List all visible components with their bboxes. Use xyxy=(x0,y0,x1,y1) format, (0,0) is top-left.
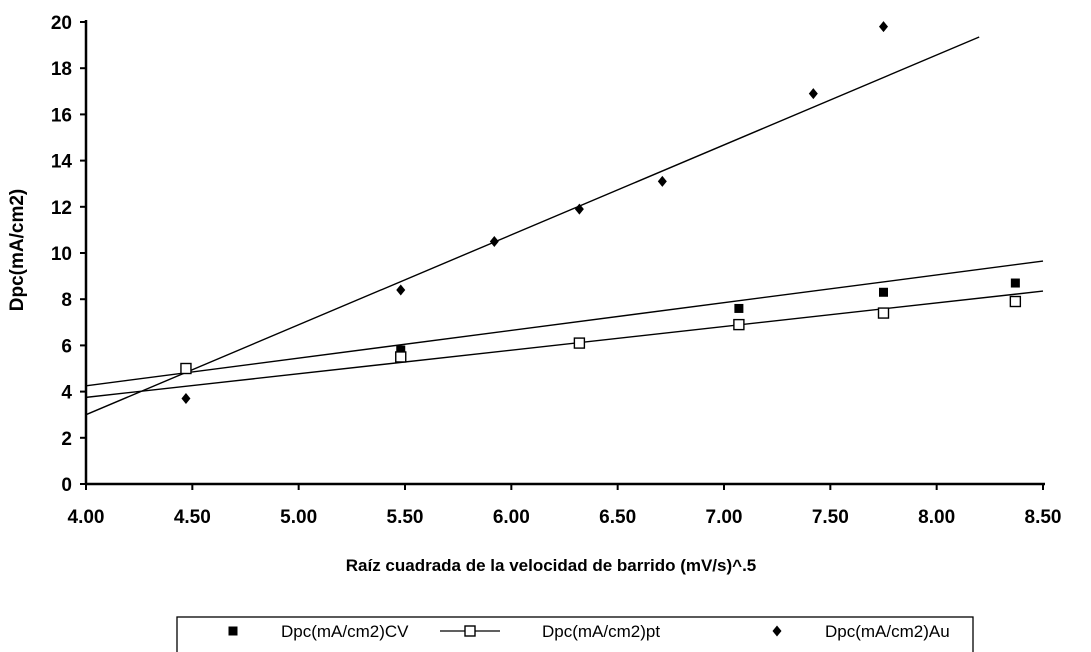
y-tick-label: 16 xyxy=(51,105,72,126)
data-points xyxy=(180,21,1022,405)
data-point-series-1 xyxy=(396,345,406,355)
trendline-series-1 xyxy=(85,260,1044,387)
x-tick-label: 7.50 xyxy=(812,507,849,528)
data-point-series-2 xyxy=(1009,295,1022,308)
data-point-series-2 xyxy=(395,351,407,363)
data-point-series-2 xyxy=(733,318,745,331)
y-tick-label: 4 xyxy=(61,383,72,404)
trendline-series-2 xyxy=(85,290,1044,399)
data-point-series-2 xyxy=(877,307,890,319)
y-tick-label: 0 xyxy=(61,475,72,496)
legend-label: Dpc(mA/cm2)CV xyxy=(281,622,409,641)
x-tick-label: 4.50 xyxy=(174,507,211,528)
x-axis-title: Raíz cuadrada de la velocidad de barrido… xyxy=(346,556,757,575)
data-point-series-1 xyxy=(1010,278,1020,288)
trendlines xyxy=(85,36,1044,416)
y-tick-label: 20 xyxy=(51,13,72,34)
x-tick-label: 5.00 xyxy=(280,507,317,528)
data-point-series-2 xyxy=(573,337,586,349)
data-point-series-3 xyxy=(396,284,406,296)
data-point-series-3 xyxy=(657,175,667,187)
legend-marker xyxy=(228,626,238,636)
data-point-series-3 xyxy=(489,235,499,247)
y-axis: 0 2 4 6 8 10 12 14 16 18 20 xyxy=(51,13,88,496)
data-point-series-3 xyxy=(574,203,584,215)
y-tick-label: 12 xyxy=(51,198,72,219)
data-point-series-2 xyxy=(180,362,192,375)
y-tick-label: 2 xyxy=(61,429,72,450)
x-tick-label: 8.50 xyxy=(1025,507,1062,528)
x-tick-label: 6.00 xyxy=(493,507,530,528)
legend-box xyxy=(176,616,974,652)
x-tick-label: 6.50 xyxy=(599,507,636,528)
data-point-series-3 xyxy=(808,88,818,100)
legend: Dpc(mA/cm2)CV Dpc(mA/cm2)pt Dpc(mA/cm2)Au xyxy=(176,616,974,652)
y-tick-label: 14 xyxy=(51,152,73,173)
x-tick-label: 8.00 xyxy=(918,507,955,528)
x-axis: 4.00 4.50 5.00 5.50 6.00 6.50 7.00 7.50 8.00 8.50 xyxy=(68,482,1062,528)
legend-marker xyxy=(464,625,476,637)
data-point-series-1 xyxy=(734,303,744,313)
data-point-series-1 xyxy=(879,287,888,297)
y-tick-label: 6 xyxy=(61,336,72,357)
y-tick-label: 18 xyxy=(51,59,72,80)
x-tick-label: 7.00 xyxy=(706,507,743,528)
x-tick-label: 4.00 xyxy=(68,507,105,528)
data-point-series-3 xyxy=(181,393,191,405)
legend-label: Dpc(mA/cm2)pt xyxy=(542,622,660,641)
legend-marker xyxy=(772,625,782,637)
legend-label: Dpc(mA/cm2)Au xyxy=(825,622,950,641)
trendline-series-3 xyxy=(85,36,980,416)
data-point-series-3 xyxy=(879,21,888,33)
y-axis-title: Dpc(mA/cm2) xyxy=(7,189,28,311)
y-tick-label: 10 xyxy=(51,244,72,265)
y-tick-label: 8 xyxy=(61,290,72,311)
x-tick-label: 5.50 xyxy=(387,507,424,528)
